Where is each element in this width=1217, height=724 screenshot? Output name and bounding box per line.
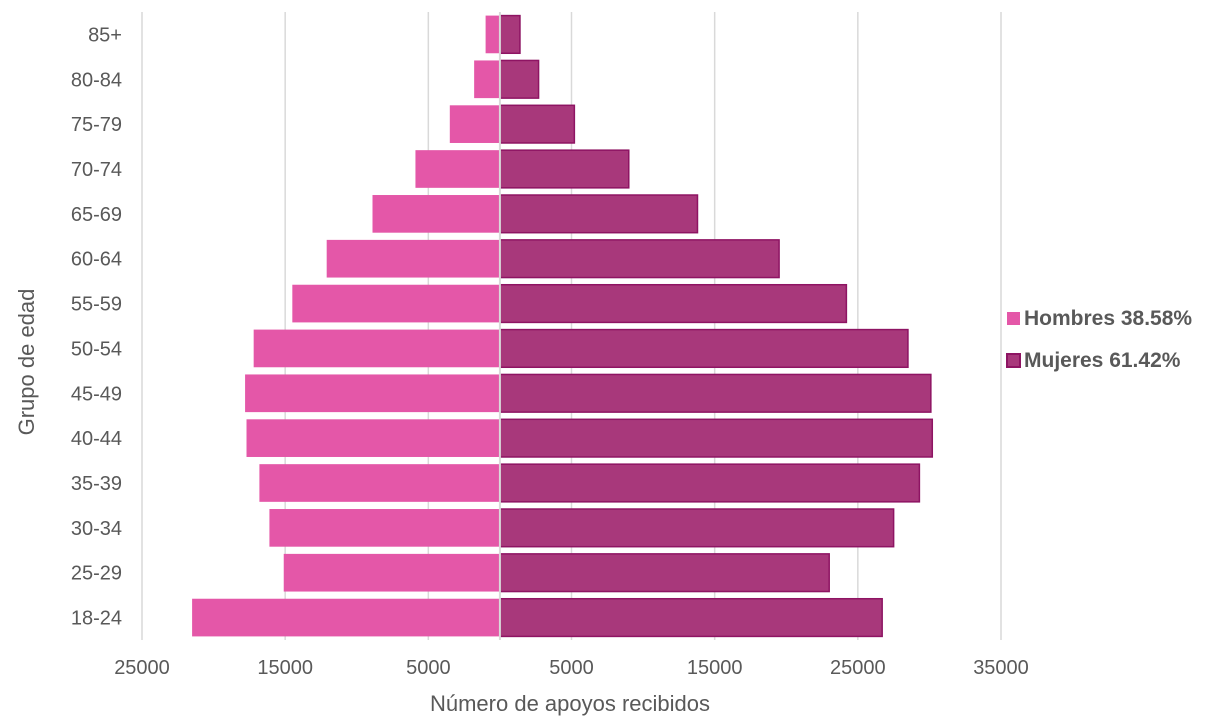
bar-mujeres-80-84 [499, 59, 540, 99]
x-tick-label: 35000 [973, 657, 1029, 679]
x-axis-title: Número de apoyos recibidos [430, 691, 710, 716]
bar-hombres-70-74 [415, 150, 500, 188]
x-tick-label: 25000 [114, 657, 170, 679]
y-tick-label: 85+ [88, 24, 122, 46]
y-tick-label: 75-79 [71, 114, 122, 136]
legend-label: Hombres 38.58% [1024, 307, 1192, 330]
bar-mujeres-25-29 [499, 553, 830, 593]
bar-mujeres-55-59 [499, 283, 848, 324]
legend-swatch [1006, 353, 1021, 368]
legend-swatch [1007, 312, 1020, 325]
x-tick-label: 5000 [406, 657, 451, 679]
y-tick-label: 35-39 [71, 473, 122, 495]
legend: Hombres 38.58% Mujeres 61.42% [1006, 307, 1192, 372]
bar-hombres-80-84 [474, 60, 500, 99]
bar-mujeres-70-74 [499, 149, 630, 189]
bar-mujeres-60-64 [499, 239, 780, 279]
bar-hombres-18-24 [192, 598, 500, 637]
bar-mujeres-30-34 [499, 508, 895, 548]
y-tick-label: 70-74 [71, 159, 122, 181]
y-tick-label: 50-54 [71, 338, 122, 360]
bar-mujeres-50-54 [499, 328, 909, 369]
bar-hombres-30-34 [269, 509, 500, 547]
bar-hombres-85+ [485, 15, 500, 54]
y-tick-label: 60-64 [71, 249, 122, 271]
x-tick-labels: 25000 15000 5000 5000 15000 25000 35000 [114, 657, 1029, 679]
bar-mujeres-45-49 [499, 373, 932, 413]
bar-mujeres-85+ [499, 14, 521, 55]
bar-hombres-55-59 [292, 284, 500, 323]
legend-label: Mujeres 61.42% [1024, 349, 1181, 372]
x-tick-label: 15000 [687, 657, 743, 679]
bar-hombres-65-69 [372, 195, 500, 233]
bar-hombres-45-49 [245, 374, 500, 413]
bar-hombres-50-54 [253, 329, 500, 368]
y-tick-label: 55-59 [71, 294, 122, 316]
bar-hombres-35-39 [259, 464, 500, 502]
y-tick-labels: 85+ 80-84 75-79 70-74 65-69 60-64 55-59 50-54 45… [71, 24, 122, 629]
y-tick-label: 80-84 [71, 69, 122, 91]
y-tick-label: 40-44 [71, 428, 122, 450]
bar-hombres-75-79 [449, 105, 500, 143]
bar-mujeres-35-39 [499, 463, 921, 503]
bar-hombres-40-44 [246, 419, 500, 457]
bar-mujeres-40-44 [499, 418, 934, 458]
bar-mujeres-18-24 [499, 597, 883, 638]
bar-mujeres-75-79 [499, 104, 576, 144]
x-tick-label: 15000 [257, 657, 313, 679]
bar-hombres-60-64 [326, 239, 500, 278]
y-tick-label: 18-24 [71, 608, 122, 630]
y-axis-title: Grupo de edad [14, 289, 39, 436]
x-tick-label: 5000 [549, 657, 594, 679]
y-tick-label: 30-34 [71, 518, 122, 540]
bars-layer [192, 14, 934, 638]
y-tick-label: 25-29 [71, 563, 122, 585]
y-tick-label: 45-49 [71, 383, 122, 405]
x-tick-label: 25000 [830, 657, 886, 679]
bar-mujeres-65-69 [499, 194, 699, 234]
bar-hombres-25-29 [283, 553, 500, 592]
y-tick-label: 65-69 [71, 204, 122, 226]
